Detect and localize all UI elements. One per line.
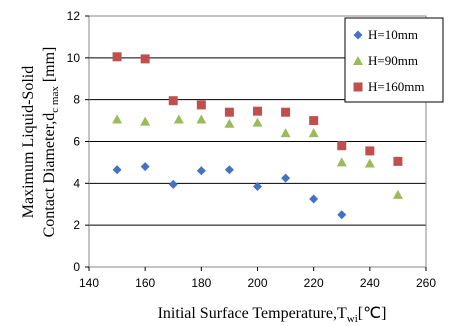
x-tick-label: 200 <box>247 276 267 290</box>
y-axis-title-main: Contact Diameter,d <box>41 113 58 238</box>
x-axis-title-unit: [℃] <box>358 305 387 322</box>
data-point-square <box>337 141 347 151</box>
legend-marker-triangle <box>353 56 363 65</box>
data-point-square <box>224 107 234 117</box>
x-tick-label: 240 <box>360 276 380 290</box>
data-point-square <box>309 116 319 126</box>
data-point-diamond <box>337 210 347 220</box>
data-point-diamond <box>253 181 262 191</box>
data-point-triangle <box>308 128 319 138</box>
data-point-triangle <box>392 189 403 199</box>
data-point-triangle <box>140 116 151 126</box>
data-points <box>112 52 403 220</box>
data-point-triangle <box>336 157 347 167</box>
data-point-square <box>112 52 122 62</box>
x-axis-title: Initial Surface Temperature,Twi[℃] <box>158 305 387 325</box>
x-axis-title-subscript: wi <box>347 313 358 325</box>
data-point-diamond <box>168 179 178 189</box>
y-tick-label: 2 <box>73 218 80 232</box>
x-tick-label: 220 <box>304 276 324 290</box>
x-axis-title-main: Initial Surface Temperature,T <box>158 305 347 322</box>
data-point-square <box>140 54 150 64</box>
y-tick-label: 12 <box>67 9 81 23</box>
data-point-square <box>281 107 291 117</box>
data-point-triangle <box>196 114 207 124</box>
y-tick-label: 10 <box>67 51 81 65</box>
data-point-diamond <box>281 173 291 183</box>
data-point-diamond <box>112 165 122 175</box>
data-point-square <box>196 100 206 110</box>
y-axis-ticks: 0 2 4 6 8 10 12 <box>67 9 89 274</box>
data-point-square <box>253 106 262 116</box>
y-axis-title-unit: [mm] <box>41 47 58 87</box>
data-point-triangle <box>252 117 263 127</box>
data-point-diamond <box>140 162 150 172</box>
data-point-diamond <box>224 165 234 175</box>
legend-label: H=160mm <box>368 79 424 94</box>
data-point-diamond <box>196 166 206 176</box>
y-tick-label: 0 <box>73 260 80 274</box>
x-tick-label: 260 <box>416 276 436 290</box>
data-point-square <box>365 146 375 156</box>
legend-marker-diamond <box>353 30 363 40</box>
legend-marker-square <box>353 82 363 92</box>
data-point-triangle <box>364 158 375 168</box>
data-point-triangle <box>280 128 291 138</box>
legend: H=10mm H=90mm H=160mm <box>344 17 444 103</box>
data-point-triangle <box>173 114 184 124</box>
y-tick-label: 6 <box>73 135 80 149</box>
data-point-square <box>393 156 403 166</box>
data-point-triangle <box>224 118 235 128</box>
data-point-triangle <box>112 114 123 124</box>
y-axis-title-subscript: c max <box>49 86 61 113</box>
y-axis-title-line2: Contact Diameter,dc max [mm] <box>41 47 61 238</box>
y-tick-label: 8 <box>73 93 80 107</box>
x-tick-label: 160 <box>135 276 155 290</box>
data-point-square <box>168 96 178 106</box>
y-tick-label: 4 <box>73 176 80 190</box>
x-tick-label: 180 <box>191 276 211 290</box>
data-point-diamond <box>309 194 319 204</box>
legend-label: H=10mm <box>368 27 418 42</box>
legend-label: H=90mm <box>368 53 418 68</box>
y-axis-title-line1: Maximum Liquid-Solid <box>20 66 37 218</box>
x-axis-ticks: 140 160 180 200 220 240 260 <box>79 267 436 290</box>
x-tick-label: 140 <box>79 276 99 290</box>
